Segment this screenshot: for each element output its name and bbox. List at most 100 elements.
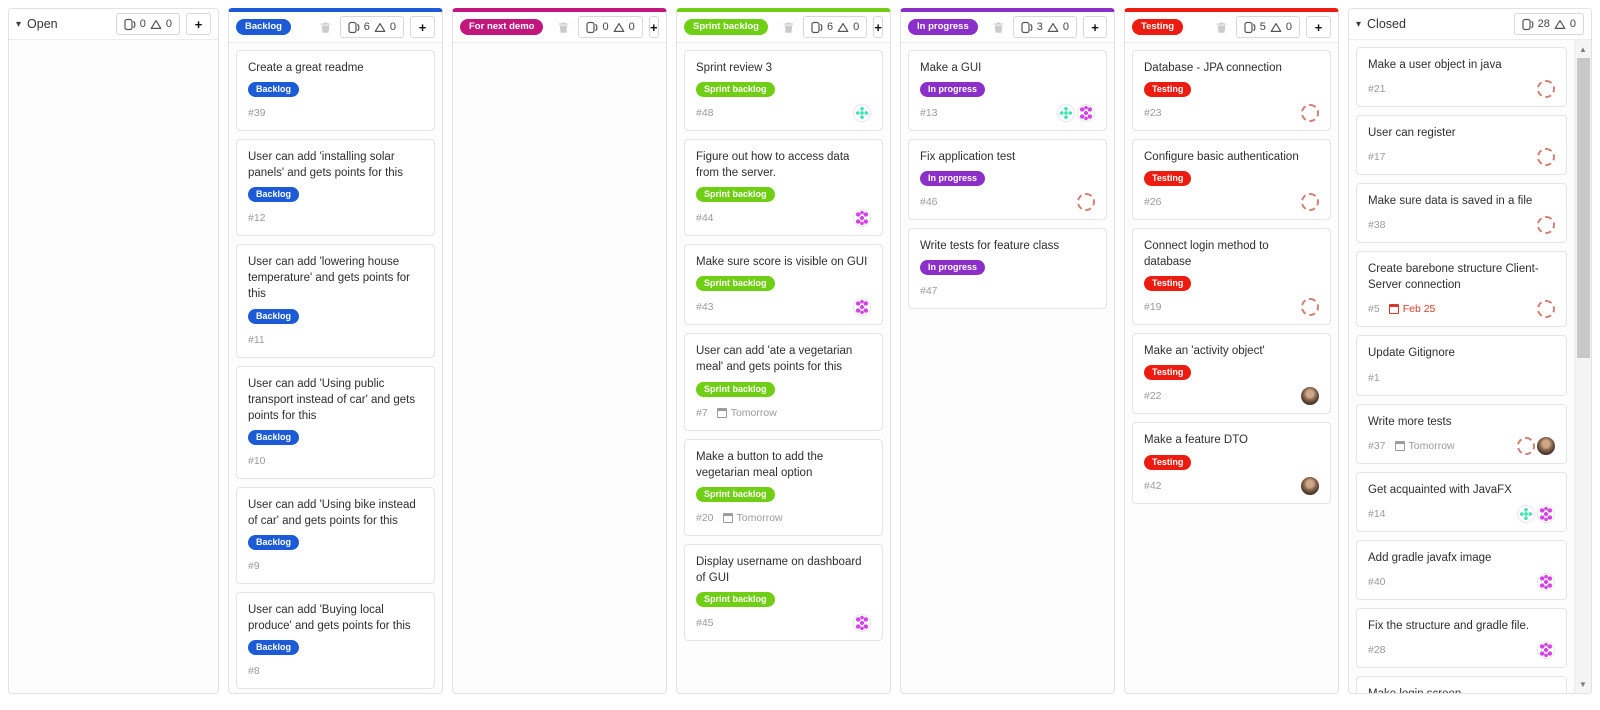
issue-card[interactable]: Fix application test In progress #46: [908, 139, 1107, 221]
add-issue-button[interactable]: +: [648, 16, 659, 38]
issue-card[interactable]: Make a button to add the vegetarian meal…: [684, 438, 883, 536]
issue-label: Testing: [1144, 454, 1192, 470]
issue-meta: #47: [920, 282, 1095, 300]
trash-icon[interactable]: [317, 19, 334, 36]
assignee-avatars: [1517, 504, 1555, 523]
issue-card[interactable]: Get acquainted with JavaFX #14: [1356, 471, 1567, 532]
issue-card[interactable]: Make an 'activity object' Testing #22: [1132, 333, 1331, 415]
assignee-avatars: [1057, 104, 1095, 123]
column-body-in-progress: Make a GUI In progress #13 Fix application …: [901, 43, 1114, 693]
issue-card[interactable]: User can register #17: [1356, 115, 1567, 176]
column-counts: 28 0: [1513, 13, 1584, 35]
issue-card[interactable]: Database - JPA connection Testing #23: [1132, 50, 1331, 132]
trash-icon[interactable]: [990, 19, 1007, 36]
epics-count: 0: [1062, 21, 1069, 33]
issue-title: Make login screen: [1368, 686, 1555, 693]
issue-card[interactable]: Fix the structure and gradle file. #28: [1356, 607, 1567, 668]
calendar-icon: [716, 407, 727, 418]
calendar-icon: [1394, 440, 1405, 451]
epics-count: 0: [165, 18, 172, 30]
column-title: Closed: [1367, 17, 1406, 31]
issue-card[interactable]: Display username on dashboard of GUI Spri…: [684, 543, 883, 641]
trash-icon[interactable]: [1213, 19, 1230, 36]
issue-card[interactable]: User can add 'Buying local produce' and …: [236, 592, 435, 690]
issue-card[interactable]: Connect login method to database Testing #…: [1132, 228, 1331, 326]
issue-meta: #48: [696, 104, 871, 123]
issue-card[interactable]: Write tests for feature class In progress…: [908, 228, 1107, 310]
issue-title: User can add 'ate a vegetarian meal' and…: [696, 345, 853, 374]
issue-card[interactable]: Write more tests #37 Tomorrow: [1356, 403, 1567, 464]
issue-number: #19: [1144, 301, 1162, 314]
scroll-down-icon[interactable]: ▼: [1579, 680, 1587, 689]
issue-title: User can add 'installing solar panels' a…: [248, 151, 403, 180]
scroll-up-icon[interactable]: ▲: [1579, 45, 1587, 54]
issue-card[interactable]: Sprint review 3 Sprint backlog #48: [684, 50, 883, 132]
issue-meta: #45: [696, 613, 871, 632]
column-in-progress: In progress 3 0 + Make a GUI In progress #13 Fi…: [900, 8, 1115, 694]
column-header-open: ▾ Open 0 0 +: [9, 9, 218, 40]
issue-title: User can add 'Buying local produce' and …: [248, 604, 411, 633]
column-header-for-next-demo: For next demo 0 0 +: [453, 12, 666, 43]
issue-card[interactable]: Make a user object in java #21: [1356, 47, 1567, 108]
issue-card[interactable]: Make login screen#18: [1356, 675, 1567, 693]
issue-title: Make a user object in java: [1368, 59, 1502, 71]
pipeline-label: In progress: [908, 19, 978, 35]
red-identicon-avatar: [1537, 80, 1555, 99]
issue-card[interactable]: User can add 'lowering house temperature…: [236, 244, 435, 358]
issue-card[interactable]: User can add 'installing solar panels' a…: [236, 139, 435, 237]
column-scrollbar[interactable]: ▲ ▼: [1574, 40, 1591, 693]
epics-count: 0: [389, 21, 396, 33]
issue-card[interactable]: User can add 'ate a vegetarian meal' and…: [684, 333, 883, 431]
assignee-avatars: [1077, 193, 1095, 212]
add-issue-button[interactable]: +: [1083, 16, 1107, 38]
issue-label: Testing: [1144, 82, 1192, 98]
issue-card[interactable]: Add gradle javafx image #40: [1356, 539, 1567, 600]
issue-card[interactable]: Configure basic authentication Testing #26: [1132, 139, 1331, 221]
column-inner-sprint-backlog: Sprint review 3 Sprint backlog #48 Figure o…: [677, 43, 890, 693]
issue-card[interactable]: User can add 'Using bike instead of car'…: [236, 486, 435, 585]
issues-count-icon: [348, 21, 360, 34]
due-date: Feb 25: [1388, 303, 1435, 315]
purple-identicon-avatar: [1537, 640, 1555, 659]
purple-identicon-avatar: [1537, 572, 1555, 591]
add-issue-button[interactable]: +: [1306, 16, 1331, 38]
column-body-sprint-backlog: Sprint review 3 Sprint backlog #48 Figure o…: [677, 43, 890, 693]
issue-card[interactable]: User can add 'Using public transport ins…: [236, 365, 435, 479]
issue-card[interactable]: Make a feature DTO Testing #42: [1132, 422, 1331, 504]
add-issue-button[interactable]: +: [186, 13, 211, 35]
trash-icon[interactable]: [555, 19, 572, 36]
issue-label: Testing: [1144, 365, 1192, 381]
add-issue-button[interactable]: +: [410, 16, 435, 38]
issue-label: Sprint backlog: [696, 591, 775, 607]
issue-card[interactable]: Update Gitignore #1: [1356, 335, 1567, 396]
issue-card[interactable]: Figure out how to access data from the s…: [684, 139, 883, 237]
issue-card[interactable]: Create barebone structure Client-Server …: [1356, 251, 1567, 328]
issue-card[interactable]: Make sure data is saved in a file #38: [1356, 183, 1567, 244]
collapse-caret-icon[interactable]: ▾: [16, 18, 22, 30]
issue-card[interactable]: Create a great readme Backlog #39: [236, 50, 435, 132]
purple-identicon-avatar: [1537, 504, 1555, 523]
issue-number: #39: [248, 107, 266, 120]
issue-title: Create barebone structure Client-Server …: [1368, 263, 1539, 292]
collapse-caret-icon[interactable]: ▾: [1356, 18, 1362, 30]
issue-label: Backlog: [248, 308, 300, 324]
issue-card[interactable]: Make sure score is visible on GUI Sprint …: [684, 244, 883, 326]
issue-card[interactable]: Make a GUI In progress #13: [908, 50, 1107, 132]
scrollbar-thumb[interactable]: [1576, 58, 1590, 358]
epics-count: 0: [628, 21, 635, 33]
teal-identicon-avatar: [1517, 504, 1535, 523]
column-closed: ▾ Closed 28 0 Make a user object in java #21 U…: [1348, 8, 1592, 694]
column-for-next-demo: For next demo 0 0 +: [452, 8, 667, 694]
issue-label: In progress: [920, 82, 986, 98]
trash-icon[interactable]: [780, 19, 797, 36]
issue-title: Database - JPA connection: [1144, 62, 1282, 74]
issue-meta: #38: [1368, 216, 1555, 235]
add-issue-button[interactable]: +: [873, 16, 883, 38]
column-title: Open: [27, 17, 58, 31]
issue-title: Make an 'activity object': [1144, 345, 1265, 358]
due-date-text: Tomorrow: [736, 511, 783, 524]
issues-count-icon: [1522, 18, 1534, 31]
calendar-icon: [722, 512, 733, 523]
issue-meta: #46: [920, 193, 1095, 212]
